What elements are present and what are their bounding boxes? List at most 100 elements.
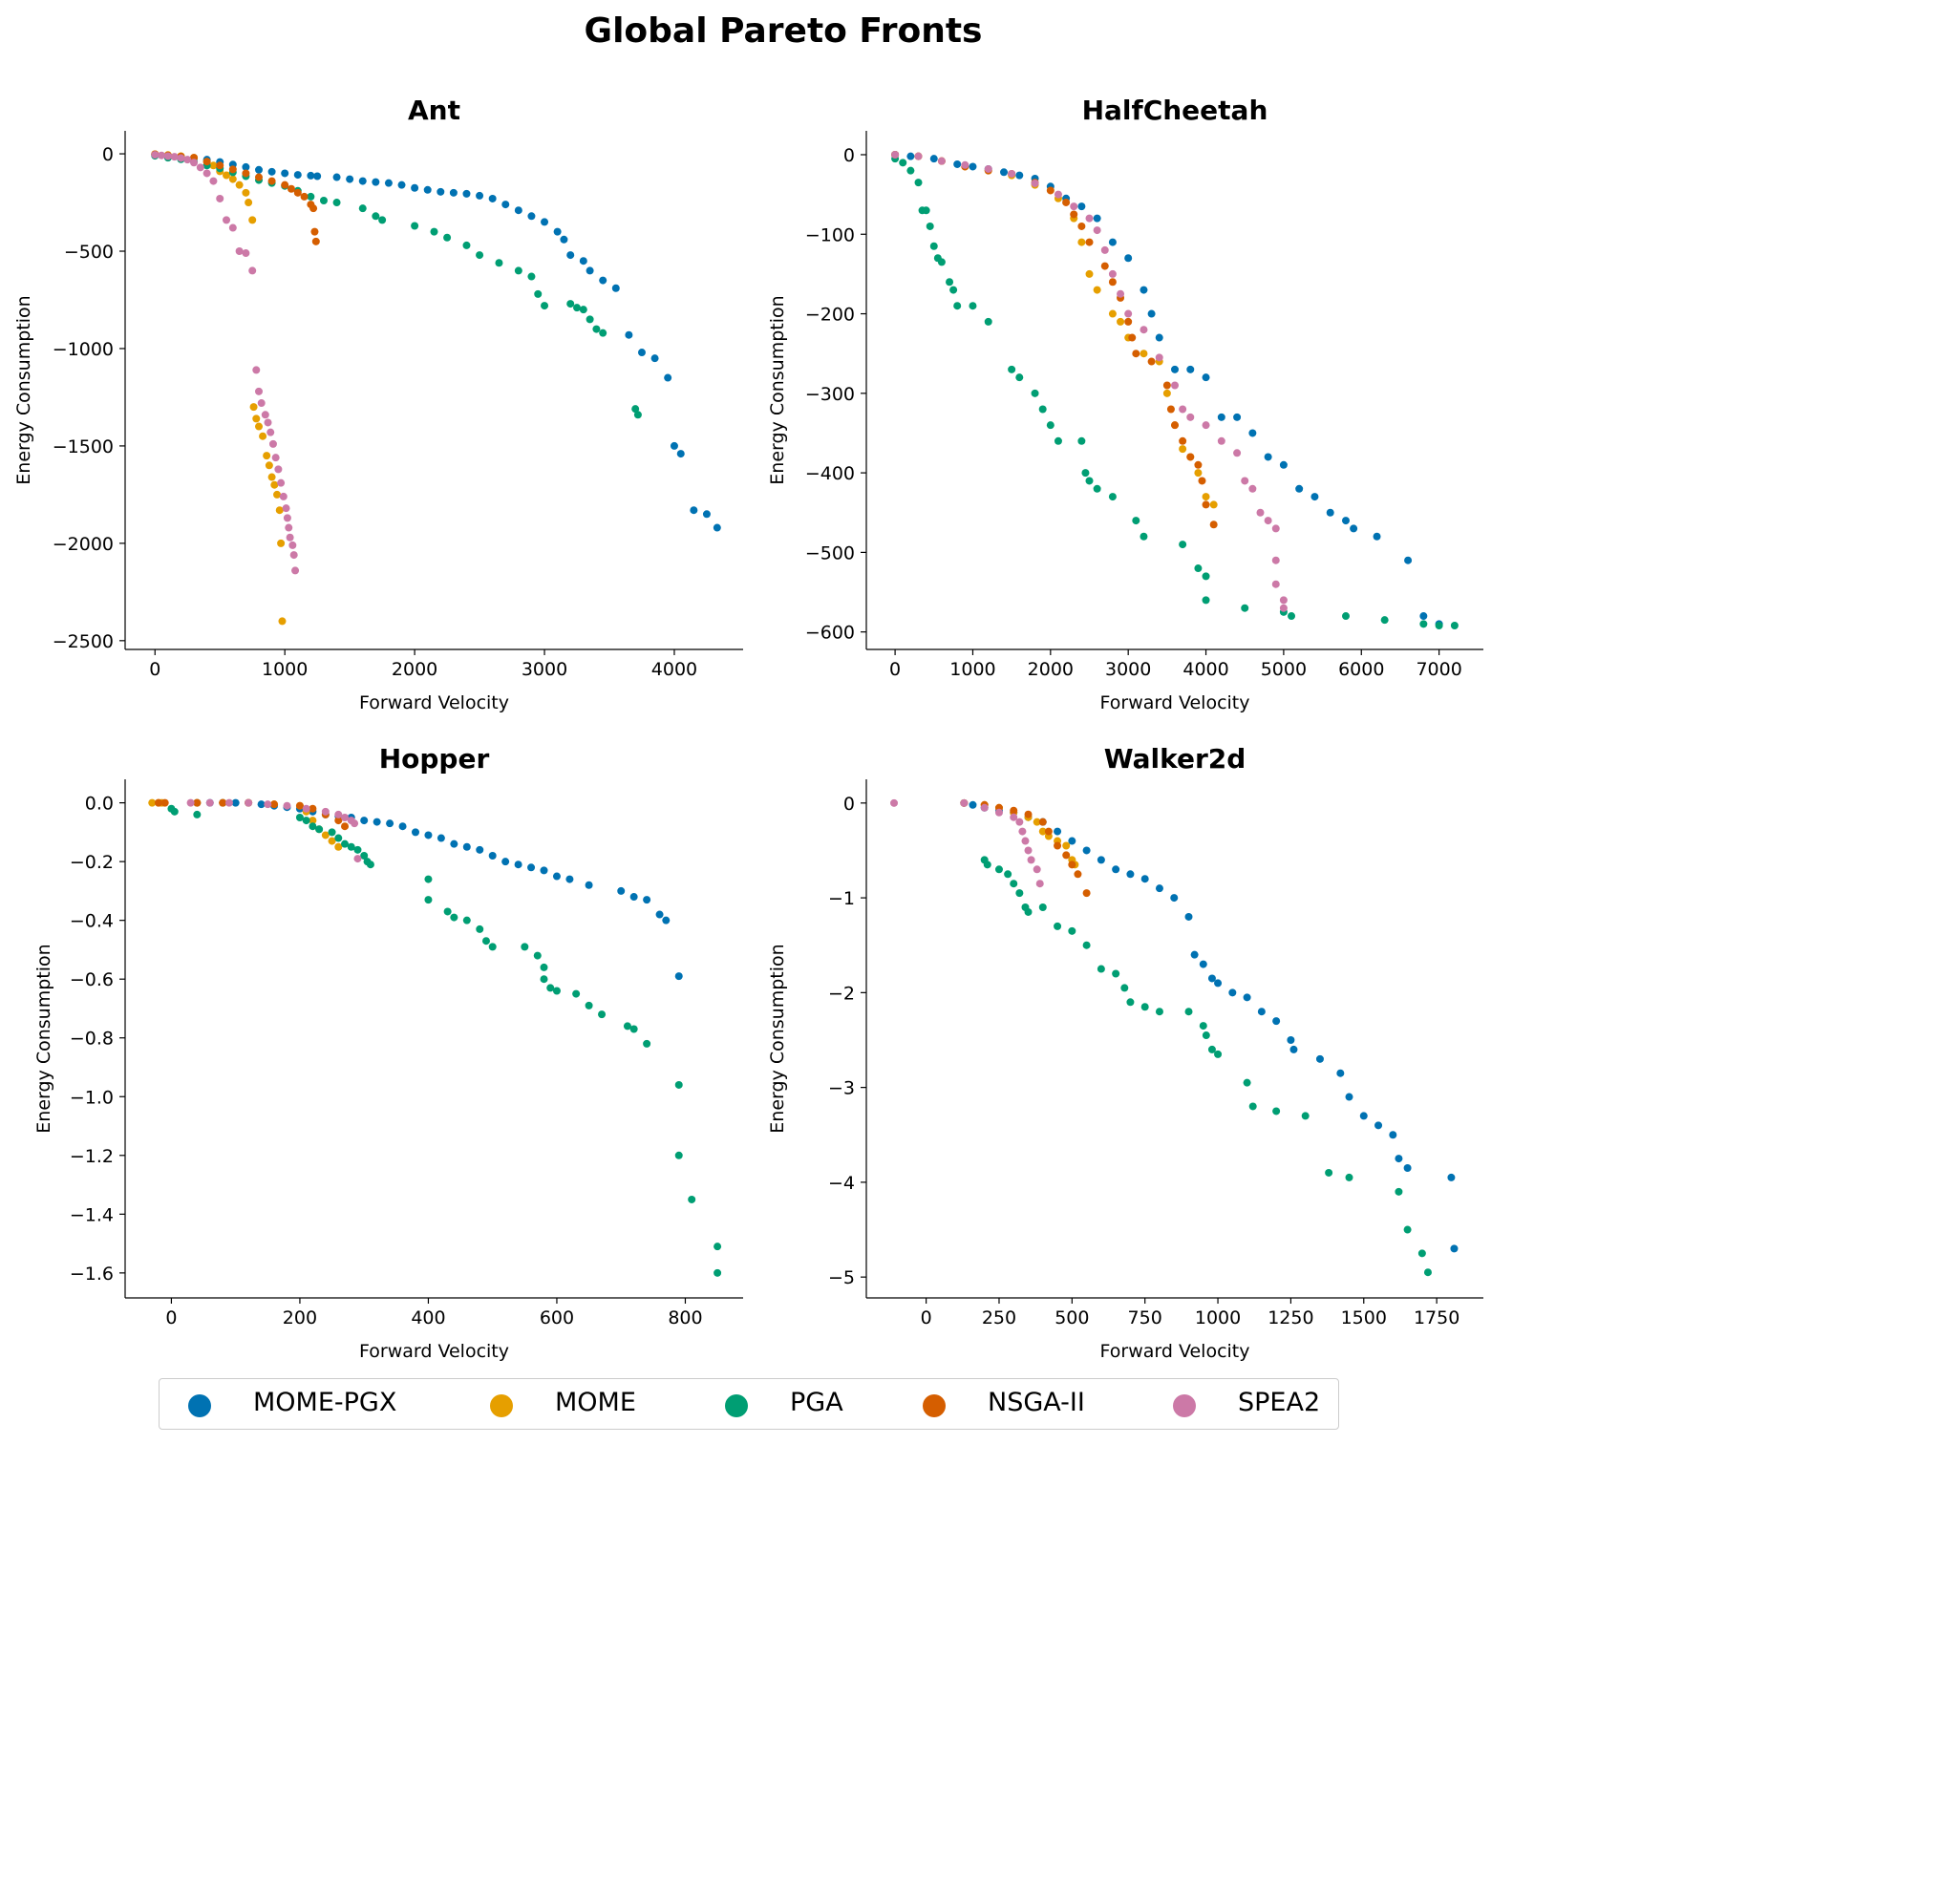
data-point [1021, 837, 1030, 845]
y-tick-label: −100 [805, 224, 855, 245]
data-point [1008, 169, 1016, 178]
subplot-ant: Ant 0 1000 2000 3000 4000 0 −500 −1000 −1500 −2000… [13, 95, 743, 713]
data-point [1179, 436, 1187, 445]
data-point [1395, 1155, 1403, 1163]
data-point [1248, 484, 1257, 493]
data-point [311, 237, 320, 245]
data-point [1062, 851, 1071, 860]
data-point [1140, 875, 1149, 883]
data-point [228, 165, 237, 174]
subplot-halfcheetah: HalfCheetah 0 1000 2000 3000 4000 5000 6000 7000… [767, 95, 1483, 713]
data-point [1132, 517, 1140, 525]
data-point [599, 329, 607, 337]
y-tick-label: −0.2 [70, 852, 114, 873]
data-point [1124, 254, 1133, 263]
data-point [257, 399, 266, 408]
data-point [148, 798, 157, 807]
data-point [1054, 827, 1062, 836]
data-point [592, 325, 601, 333]
series-nsga-ii [891, 150, 1218, 529]
data-point [283, 514, 291, 522]
y-tick-label: −5 [828, 1267, 855, 1288]
data-point [1155, 884, 1163, 893]
data-point [315, 825, 324, 834]
data-point [1184, 1008, 1193, 1016]
data-point [674, 972, 683, 981]
data-point [676, 450, 685, 458]
y-tick-label: −0.8 [70, 1029, 114, 1050]
data-point [1004, 870, 1012, 879]
data-point [1124, 317, 1133, 326]
data-point [953, 302, 962, 310]
x-tick-label: 1000 [949, 659, 995, 680]
x-tick-label: 3000 [522, 659, 567, 680]
data-point [437, 187, 445, 196]
y-tick-label: −2500 [53, 631, 114, 652]
data-point [890, 798, 899, 807]
data-point [1077, 202, 1086, 211]
data-point [285, 523, 293, 532]
data-point [1074, 870, 1082, 879]
data-point [953, 159, 962, 168]
legend-label: MOME-PGX [253, 1388, 397, 1417]
data-point [196, 163, 204, 172]
data-point [969, 800, 977, 809]
data-point [1450, 1244, 1459, 1253]
data-point [1085, 238, 1094, 246]
data-point [1038, 827, 1047, 836]
data-point [1097, 856, 1105, 864]
data-point [1155, 353, 1163, 362]
data-point [1301, 1112, 1310, 1120]
y-tick-label: −1.6 [70, 1264, 114, 1285]
data-point [216, 161, 224, 170]
data-point [631, 405, 640, 414]
y-tick-label: −4 [828, 1173, 855, 1194]
data-point [1082, 846, 1091, 855]
data-point [424, 875, 433, 883]
data-point [255, 422, 264, 431]
data-point [398, 822, 407, 831]
y-tick-label: −1 [828, 888, 855, 909]
data-point [1093, 226, 1101, 235]
y-tick-label: 0 [843, 145, 855, 166]
data-point [202, 169, 211, 178]
data-point [1027, 856, 1035, 864]
data-point [1117, 289, 1125, 298]
data-point [228, 223, 237, 232]
data-point [334, 842, 343, 851]
data-point [443, 907, 452, 916]
series-pga [980, 856, 1432, 1277]
series-mome-pgx [151, 150, 721, 532]
data-point [437, 834, 445, 842]
data-point [307, 171, 315, 180]
data-point [293, 188, 302, 197]
data-point [265, 461, 273, 470]
legend-marker-icon [188, 1394, 211, 1417]
y-tick-label: −200 [805, 305, 855, 326]
data-point [1419, 620, 1428, 628]
data-point [488, 194, 497, 202]
x-tick-label: 0 [165, 1307, 177, 1328]
data-point [1345, 1173, 1353, 1181]
data-point [281, 181, 289, 189]
data-point [219, 798, 227, 807]
y-tick-label: −1.2 [70, 1146, 114, 1167]
x-tick-label: 400 [411, 1307, 445, 1328]
data-point [1194, 460, 1203, 469]
data-point [662, 916, 671, 924]
data-point [190, 159, 199, 167]
data-point [546, 984, 555, 992]
data-point [702, 510, 711, 519]
y-tick-label: −600 [805, 623, 855, 644]
data-point [310, 227, 319, 236]
data-point [242, 162, 250, 171]
data-point [170, 153, 179, 161]
x-tick-label: 1000 [1195, 1307, 1241, 1328]
data-point [1241, 604, 1249, 612]
subplot-title: Hopper [379, 743, 490, 775]
data-point [572, 989, 581, 998]
data-point [378, 216, 387, 224]
data-point [1202, 493, 1210, 501]
data-point [302, 804, 310, 813]
data-point [267, 177, 276, 185]
